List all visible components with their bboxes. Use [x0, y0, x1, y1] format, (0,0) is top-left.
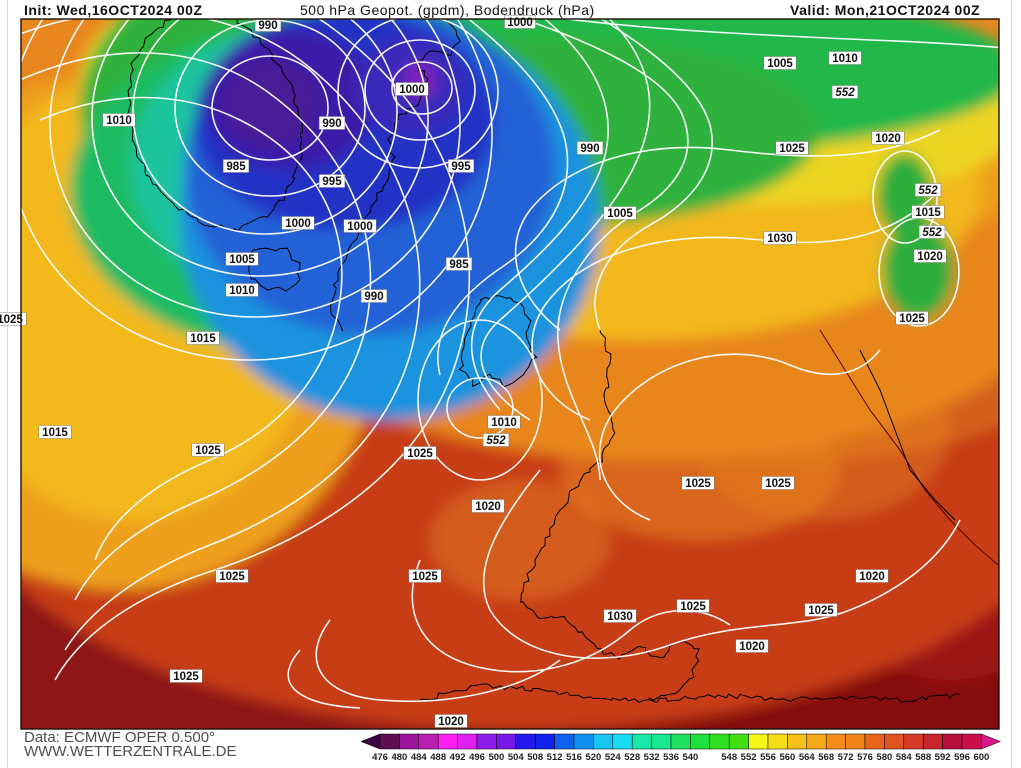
svg-text:592: 592: [935, 752, 951, 763]
svg-text:1010: 1010: [491, 417, 517, 429]
svg-text:1025: 1025: [765, 478, 791, 490]
svg-text:536: 536: [663, 752, 679, 763]
svg-text:552: 552: [918, 185, 938, 197]
svg-text:995: 995: [322, 176, 342, 188]
svg-text:600: 600: [973, 752, 989, 763]
svg-text:1000: 1000: [347, 221, 373, 233]
svg-text:584: 584: [896, 752, 913, 763]
svg-text:500: 500: [488, 752, 504, 763]
svg-text:1005: 1005: [607, 208, 633, 220]
svg-text:524: 524: [605, 752, 622, 763]
svg-text:1025: 1025: [412, 571, 438, 583]
svg-text:596: 596: [954, 752, 970, 763]
svg-text:1025: 1025: [899, 313, 925, 325]
svg-text:1010: 1010: [229, 285, 255, 297]
svg-text:990: 990: [258, 20, 277, 32]
svg-text:580: 580: [876, 752, 892, 763]
svg-text:532: 532: [644, 752, 660, 763]
svg-text:484: 484: [411, 752, 428, 763]
svg-text:520: 520: [585, 752, 601, 763]
svg-text:1020: 1020: [917, 251, 943, 263]
svg-text:572: 572: [838, 752, 854, 763]
svg-text:1015: 1015: [42, 427, 68, 439]
svg-text:1025: 1025: [685, 478, 711, 490]
svg-text:1010: 1010: [832, 53, 858, 65]
svg-text:556: 556: [760, 752, 776, 763]
svg-text:552: 552: [922, 227, 942, 239]
svg-text:1015: 1015: [915, 207, 941, 219]
svg-text:568: 568: [818, 752, 834, 763]
svg-text:1000: 1000: [285, 218, 311, 230]
svg-text:1030: 1030: [607, 611, 633, 623]
svg-text:552: 552: [741, 752, 757, 763]
svg-text:1005: 1005: [767, 58, 793, 70]
svg-text:985: 985: [226, 161, 246, 173]
svg-text:552: 552: [835, 87, 855, 99]
svg-text:1020: 1020: [875, 133, 901, 145]
svg-text:480: 480: [391, 752, 407, 763]
svg-text:548: 548: [721, 752, 737, 763]
svg-text:995: 995: [451, 161, 471, 173]
svg-text:492: 492: [450, 752, 466, 763]
svg-text:496: 496: [469, 752, 485, 763]
svg-text:1025: 1025: [680, 601, 706, 613]
svg-text:990: 990: [322, 118, 341, 130]
svg-text:1020: 1020: [739, 641, 765, 653]
svg-text:516: 516: [566, 752, 582, 763]
svg-text:488: 488: [430, 752, 446, 763]
svg-text:1000: 1000: [399, 84, 425, 96]
svg-text:1025: 1025: [407, 448, 433, 460]
svg-text:576: 576: [857, 752, 873, 763]
svg-text:1020: 1020: [438, 716, 464, 728]
svg-text:552: 552: [486, 435, 506, 447]
svg-text:1025: 1025: [808, 605, 834, 617]
svg-text:540: 540: [682, 752, 698, 763]
svg-text:1030: 1030: [767, 233, 793, 245]
svg-text:1015: 1015: [190, 333, 216, 345]
svg-text:1025: 1025: [219, 571, 245, 583]
svg-text:476: 476: [372, 752, 388, 763]
svg-text:1025: 1025: [195, 445, 221, 457]
svg-text:1010: 1010: [106, 115, 132, 127]
svg-text:1025: 1025: [173, 671, 199, 683]
svg-text:1005: 1005: [229, 254, 255, 266]
svg-text:508: 508: [527, 752, 543, 763]
svg-text:1025: 1025: [779, 143, 805, 155]
svg-text:1025: 1025: [0, 314, 23, 326]
svg-text:588: 588: [915, 752, 931, 763]
svg-text:985: 985: [449, 259, 469, 271]
svg-text:990: 990: [364, 291, 383, 303]
svg-text:1020: 1020: [859, 571, 885, 583]
svg-text:528: 528: [624, 752, 640, 763]
svg-text:560: 560: [779, 752, 795, 763]
svg-text:990: 990: [580, 143, 599, 155]
svg-text:504: 504: [508, 752, 525, 763]
svg-text:564: 564: [799, 752, 816, 763]
svg-text:1020: 1020: [475, 501, 501, 513]
svg-text:512: 512: [547, 752, 563, 763]
